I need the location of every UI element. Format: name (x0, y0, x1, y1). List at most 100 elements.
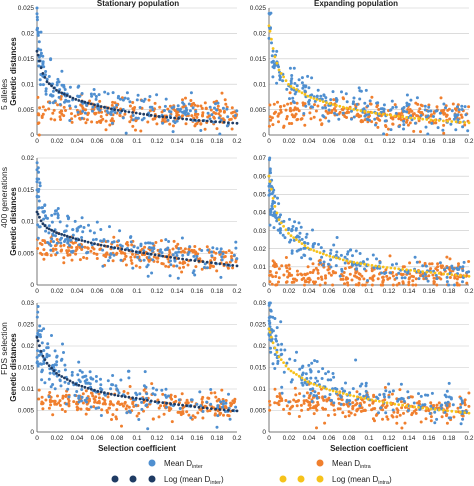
point-mean-intra (297, 109, 301, 113)
point-mean-intra (414, 101, 418, 105)
point-mean-inter (75, 229, 79, 233)
point-mean-intra (63, 410, 67, 413)
point-mean-inter (447, 395, 451, 399)
point-mean-inter (406, 409, 410, 413)
point-log-mean (218, 408, 222, 411)
point-mean-inter (417, 277, 421, 281)
x-tick-label: 0 (35, 138, 39, 145)
point-mean-intra (114, 252, 118, 256)
point-mean-inter (289, 81, 293, 85)
point-log-mean (157, 115, 161, 118)
point-mean-inter (343, 261, 347, 265)
point-mean-inter (267, 184, 271, 188)
point-mean-inter (205, 266, 209, 270)
point-mean-intra (161, 117, 165, 121)
point-mean-inter (456, 105, 459, 109)
point-log-mean (321, 100, 325, 103)
point-mean-inter (97, 406, 101, 410)
point-mean-inter (450, 264, 454, 268)
point-mean-inter (92, 231, 96, 235)
point-mean-intra (181, 410, 185, 414)
point-mean-intra (308, 271, 312, 274)
x-tick-label: 0.02 (283, 288, 296, 295)
point-mean-inter (173, 258, 177, 262)
point-mean-inter (55, 355, 59, 359)
point-mean-inter (63, 368, 67, 372)
point-mean-inter (303, 90, 307, 93)
point-mean-inter (41, 83, 45, 87)
point-log-mean (47, 227, 51, 231)
point-mean-inter (397, 125, 401, 129)
point-log-mean (52, 86, 56, 90)
point-mean-inter (305, 383, 309, 387)
legend-marker-log-intra-3 (316, 475, 324, 483)
point-mean-intra (229, 404, 233, 408)
y-tick-label: 0 (30, 282, 34, 289)
point-log-mean (177, 117, 181, 120)
point-mean-inter (387, 382, 391, 386)
point-log-mean (413, 405, 416, 409)
point-mean-inter (119, 258, 123, 262)
point-mean-inter (454, 128, 458, 132)
point-mean-inter (447, 381, 451, 385)
point-mean-intra (288, 412, 292, 416)
point-log-mean (146, 252, 149, 256)
point-mean-inter (136, 255, 139, 259)
point-mean-intra (111, 259, 115, 263)
point-mean-inter (445, 280, 449, 284)
point-mean-inter (334, 264, 338, 268)
point-mean-inter (295, 84, 299, 88)
point-mean-inter (56, 213, 60, 217)
point-mean-inter (294, 228, 298, 232)
point-log-mean (463, 121, 467, 124)
point-mean-inter (50, 220, 54, 224)
point-mean-inter (331, 90, 335, 94)
column-title-stationary: Stationary population (97, 0, 179, 8)
point-mean-intra (78, 258, 82, 262)
point-mean-intra (463, 398, 467, 402)
y-tick-label: 0.07 (253, 155, 266, 162)
point-log-mean (50, 228, 53, 232)
point-mean-inter (345, 100, 349, 104)
point-mean-intra (306, 277, 310, 281)
point-mean-inter (267, 36, 271, 40)
point-log-mean (409, 405, 412, 408)
point-mean-intra (430, 262, 434, 266)
point-mean-inter (186, 112, 190, 116)
point-mean-intra (312, 282, 316, 285)
point-mean-intra (331, 283, 335, 287)
point-mean-intra (286, 102, 290, 106)
x-tick-label: 0.08 (343, 435, 356, 442)
point-mean-intra (277, 280, 280, 284)
point-mean-inter (461, 265, 465, 269)
point-mean-intra (42, 257, 46, 261)
point-mean-inter (94, 406, 98, 410)
point-log-mean (446, 119, 449, 123)
panel-row2-expanding: 00.010.020.030.040.050.060.070 0.02 0.04 0.… (253, 155, 474, 295)
point-log-mean (47, 82, 51, 86)
point-mean-inter (164, 238, 168, 242)
point-mean-inter (47, 395, 51, 399)
point-mean-intra (196, 104, 200, 108)
point-log-mean (83, 100, 87, 104)
x-tick-label: 0.16 (423, 435, 436, 442)
point-mean-inter (191, 271, 195, 275)
point-mean-inter (47, 354, 51, 358)
point-mean-intra (407, 280, 411, 284)
point-mean-intra (357, 115, 361, 119)
point-mean-inter (364, 88, 368, 92)
point-mean-intra (101, 402, 105, 406)
point-mean-intra (465, 281, 469, 285)
point-mean-intra (327, 271, 331, 275)
point-mean-inter (453, 114, 457, 118)
point-mean-intra (303, 123, 307, 127)
point-mean-inter (321, 367, 325, 371)
point-mean-intra (106, 395, 110, 399)
point-mean-inter (165, 405, 168, 409)
point-log-mean (106, 392, 110, 395)
point-mean-inter (327, 262, 330, 266)
point-mean-intra (342, 97, 345, 101)
point-mean-inter (134, 116, 138, 120)
point-mean-intra (385, 133, 389, 137)
point-log-mean (38, 59, 41, 63)
